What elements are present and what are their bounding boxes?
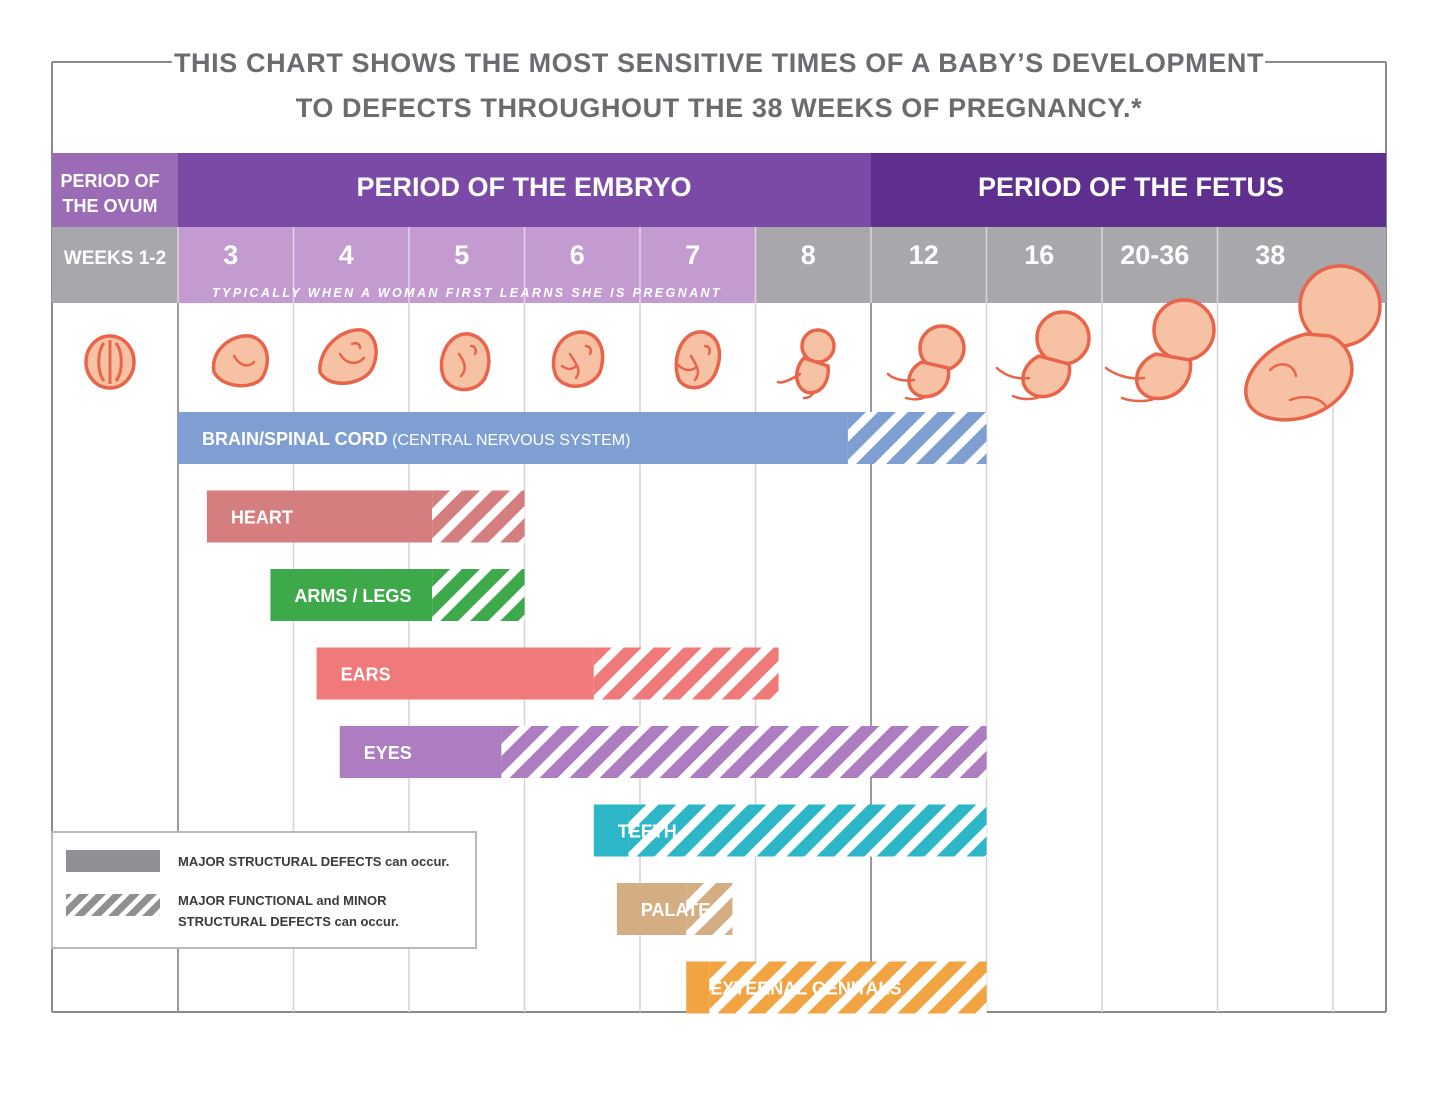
fetus-header-label: PERIOD OF THE FETUS (978, 172, 1284, 202)
bar-label: EARS (341, 665, 391, 685)
bar-label: EXTERNAL GENITALS (710, 979, 901, 999)
week-label-3: 3 (223, 240, 238, 270)
bar-hatched-segment (432, 569, 525, 621)
embryo-week-7-icon (674, 330, 722, 390)
bar-solid-segment (616, 883, 687, 935)
week-cells: 3 4 5 6 7 8 12 16 20-36 38 (177, 227, 1285, 303)
fetus-week-12-icon (886, 324, 966, 401)
week-label-6: 6 (570, 240, 585, 270)
weeks-label: WEEKS 1-2 (64, 248, 166, 269)
bar-label-suffix: (CENTRAL NERVOUS SYSTEM) (388, 432, 631, 449)
bar-hatched-segment (628, 804, 987, 857)
embryo-week-5-icon (439, 332, 491, 392)
legend: MAJOR STRUCTURAL DEFECTS can occur. MAJO… (51, 831, 477, 949)
bar-solid-segment (178, 412, 848, 464)
bar-palate: PALATE (616, 883, 733, 935)
bar-ears: EARS (316, 647, 779, 700)
bar-eyes: EYES (339, 726, 987, 778)
fetus-week-38-icon (1244, 264, 1382, 422)
bar-label: BRAIN/SPINAL CORD (CENTRAL NERVOUS SYSTE… (202, 429, 630, 449)
bar-label: TEETH (618, 822, 677, 842)
week-label-16: 16 (1024, 240, 1054, 270)
bar-arms-legs: ARMS / LEGS (270, 569, 525, 621)
legend-hatched-swatch (66, 894, 160, 916)
weeks-row: WEEKS 1-2 3 4 5 6 7 8 12 16 20-36 38 TYPICALLY WH… (52, 227, 1386, 303)
period-header: PERIOD OF THE OVUM PERIOD OF THE EMBRYO … (52, 153, 1386, 227)
legend-solid-label: MAJOR STRUCTURAL DEFECTS can occur. (178, 854, 449, 869)
bar-teeth: TEETH (593, 804, 987, 857)
embryo-week-3-icon (211, 334, 270, 388)
bar-hatched-segment (501, 726, 987, 778)
embryo-header-cell (178, 153, 871, 227)
weeks-1-2-cell (52, 227, 178, 303)
ovum-header-cell (52, 153, 178, 227)
bar-label: PALATE (641, 900, 710, 920)
legend-solid-swatch (66, 850, 160, 872)
bar-external-genitals: EXTERNAL GENITALS (686, 961, 987, 1014)
embryo-week-8-icon (776, 328, 836, 400)
ovum-header-line-1: PERIOD OF (60, 171, 159, 191)
bar-solid-segment (270, 569, 433, 621)
bar-hatched-segment (709, 961, 987, 1014)
embryo-header-label: PERIOD OF THE EMBRYO (356, 172, 691, 202)
bar-hatched-segment (847, 412, 987, 464)
bar-solid-segment (339, 726, 502, 778)
bar-heart: HEART (206, 490, 525, 543)
bar-brain-spinal-cord: BRAIN/SPINAL CORD (CENTRAL NERVOUS SYSTE… (178, 412, 987, 464)
bar-solid-segment (593, 804, 629, 857)
weeks-embryo-band (178, 227, 756, 303)
bar-solid-segment (686, 961, 710, 1014)
fetus-header-cell (871, 153, 1386, 227)
title-line-2: TO DEFECTS THROUGHOUT THE 38 WEEKS OF PR… (296, 93, 1142, 123)
ovum-icon (84, 334, 136, 390)
pregnancy-note: TYPICALLY WHEN A WOMAN FIRST LEARNS SHE … (212, 286, 722, 300)
week-label-8: 8 (801, 240, 816, 270)
week-label-5: 5 (454, 240, 469, 270)
week-label-7: 7 (685, 240, 700, 270)
bar-label: HEART (231, 508, 293, 528)
bar-hatched-segment (432, 490, 525, 543)
fetus-week-16-icon (995, 310, 1091, 401)
bar-hatched-segment (593, 647, 779, 700)
fetus-week-20-36-icon (1104, 298, 1216, 403)
bar-label: EYES (364, 743, 412, 763)
chart-title: THIS CHART SHOWS THE MOST SENSITIVE TIME… (52, 48, 1386, 123)
legend-hatched-label-line-1: MAJOR FUNCTIONAL and MINOR (178, 893, 387, 908)
weeks-gray-band (756, 227, 1386, 303)
bars: BRAIN/SPINAL CORD (CENTRAL NERVOUS SYSTE… (178, 412, 987, 1014)
embryo-week-4-icon (318, 328, 378, 385)
bar-solid-segment (316, 647, 594, 700)
week-label-12: 12 (909, 240, 939, 270)
week-label-20-36: 20-36 (1120, 240, 1189, 270)
legend-box (51, 831, 477, 949)
week-label-38: 38 (1255, 240, 1285, 270)
development-illustrations (84, 264, 1382, 422)
ovum-header-line-2: THE OVUM (62, 196, 157, 216)
title-line-1: THIS CHART SHOWS THE MOST SENSITIVE TIME… (174, 48, 1264, 78)
embryo-week-6-icon (551, 330, 605, 388)
bar-label: ARMS / LEGS (294, 586, 411, 606)
bar-solid-segment (206, 490, 433, 543)
bar-hatched-segment (686, 883, 733, 935)
legend-hatched-label-line-2: STRUCTURAL DEFECTS can occur. (178, 914, 399, 929)
week-label-4: 4 (339, 240, 354, 270)
